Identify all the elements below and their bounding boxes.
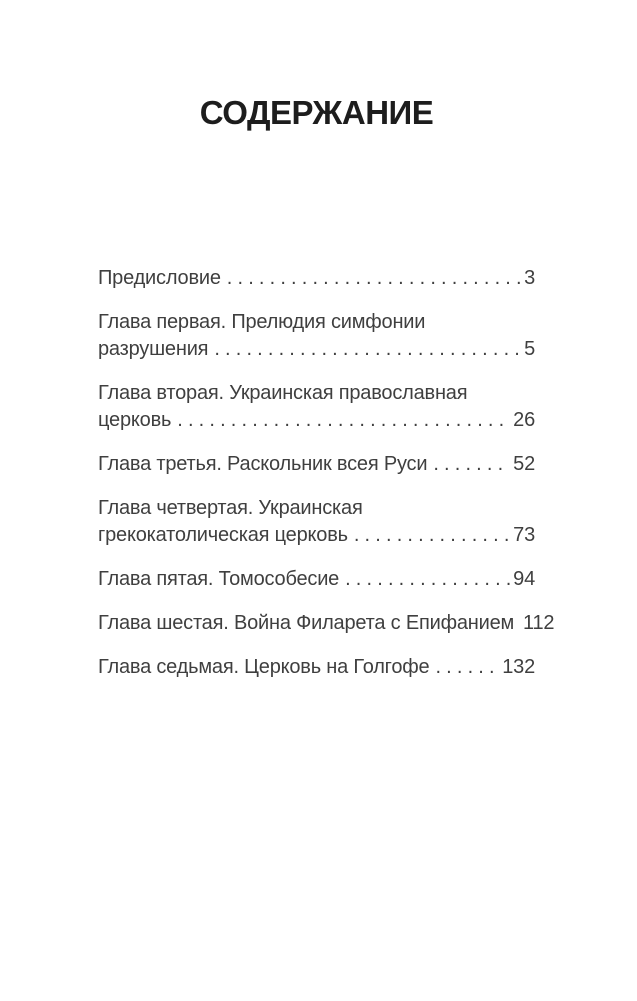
toc-entry-page: 5 [524, 338, 535, 360]
toc-entry-text: Глава шестая. Война Филарета с Епифанием [98, 612, 515, 634]
toc-entry-text: Глава седьмая. Церковь на Голгофе [98, 656, 430, 678]
dot-leader [354, 522, 510, 549]
toc-entry-page: 26 [513, 409, 535, 431]
toc-entry-text: Глава четвертая. Украинская [98, 497, 363, 519]
dot-leader [435, 654, 499, 681]
dot-leader [214, 336, 521, 363]
toc-entry: Глава третья. Раскольник всея Руси 52 [98, 451, 535, 478]
toc-entry-lastline: Предисловие 3 [98, 265, 535, 292]
toc-entry-text: Глава пятая. Томособесие [98, 568, 340, 590]
toc-entry-text: Глава первая. Прелюдия симфонии [98, 311, 426, 333]
page-title: СОДЕРЖАНИЕ [199, 94, 434, 131]
toc-entry: Глава вторая. Украинская православная цер… [98, 380, 535, 434]
toc-entry-page: 94 [513, 568, 535, 590]
toc-entry-page: 3 [524, 267, 535, 289]
toc-entry: Предисловие 3 [98, 265, 535, 292]
toc-entry-text: разрушения [98, 338, 209, 360]
toc-entries: Предисловие 3 Глава первая. Прелюдия симфо… [98, 265, 555, 681]
toc-entry-text: церковь [98, 409, 172, 431]
toc-entry-text: Предисловие [98, 267, 221, 289]
toc-entry: Глава шестая. Война Филарета с Епифанием… [98, 610, 555, 637]
toc-entry: Глава четвертая. Украинская грекокатоличе… [98, 495, 535, 549]
toc-entry-text: Глава третья. Раскольник всея Руси [98, 453, 428, 475]
toc-entry: Глава первая. Прелюдия симфонии разрушени… [98, 309, 535, 363]
toc-entry-lastline: Глава третья. Раскольник всея Руси 52 [98, 451, 535, 478]
toc-entry-page: 73 [513, 524, 535, 546]
toc-entry-text: Глава вторая. Украинская православная [98, 382, 468, 404]
toc-entry-lastline: разрушения 5 [98, 336, 535, 363]
toc-entry-lastline: грекокатолическая церковь 73 [98, 522, 535, 549]
dot-leader [345, 566, 510, 593]
toc-entry-lastline: церковь 26 [98, 407, 535, 434]
toc-entry-text: грекокатолическая церковь [98, 524, 348, 546]
dot-leader [227, 265, 521, 292]
toc-entry-lastline: Глава седьмая. Церковь на Голгофе 132 [98, 654, 535, 681]
toc-entry-lastline: Глава пятая. Томособесие 94 [98, 566, 535, 593]
toc-entry-page: 132 [502, 656, 535, 678]
toc-entry: Глава седьмая. Церковь на Голгофе 132 [98, 654, 535, 681]
dot-leader [177, 407, 510, 434]
toc-entry-lastline: Глава шестая. Война Филарета с Епифанием… [98, 610, 555, 637]
toc-entry-page: 52 [513, 453, 535, 475]
dot-leader [433, 451, 510, 478]
toc-entry-page: 112 [523, 612, 555, 634]
toc-entry: Глава пятая. Томособесие 94 [98, 566, 535, 593]
